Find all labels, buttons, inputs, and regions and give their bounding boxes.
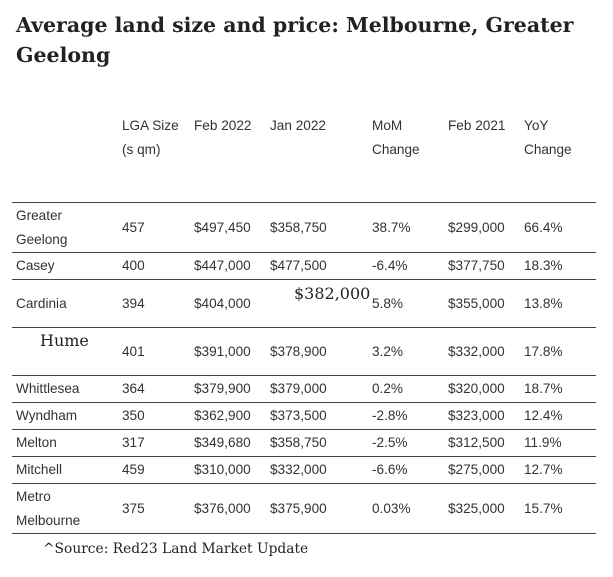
cell-mom: 38.7% bbox=[368, 202, 444, 253]
cell-feb-2022: $349,680 bbox=[190, 429, 266, 457]
cell-yoy: 12.7% bbox=[520, 456, 596, 484]
cell-lga: Metro Melbourne bbox=[12, 483, 118, 534]
cell-feb-2021: $275,000 bbox=[444, 456, 520, 484]
cell-jan-2022: $375,900 bbox=[266, 483, 368, 534]
cell-feb-2022: $497,450 bbox=[190, 202, 266, 253]
cell-feb-2022: $376,000 bbox=[190, 483, 266, 534]
cell-yoy: 15.7% bbox=[520, 483, 596, 534]
table-row: Casey 400 $447,000 $477,500 -6.4% $377,7… bbox=[12, 252, 596, 280]
cell-feb-2021: $332,000 bbox=[444, 327, 520, 376]
cell-lga: Cardinia bbox=[12, 279, 118, 328]
cell-jan-2022: $477,500 bbox=[266, 252, 368, 280]
cell-yoy: 17.8% bbox=[520, 327, 596, 376]
cell-lga: Melton bbox=[12, 429, 118, 457]
cell-jan-2022: $382,000 bbox=[294, 284, 371, 303]
cell-lga: Casey bbox=[12, 252, 118, 280]
cell-size: 457 bbox=[118, 202, 190, 253]
cell-size: 375 bbox=[118, 483, 190, 534]
cell-feb-2022: $362,900 bbox=[190, 402, 266, 430]
table-row: Melton 317 $349,680 $358,750 -2.5% $312,… bbox=[12, 429, 596, 457]
cell-feb-2021: $312,500 bbox=[444, 429, 520, 457]
cell-feb-2021: $299,000 bbox=[444, 202, 520, 253]
cell-feb-2021: $355,000 bbox=[444, 279, 520, 328]
cell-mom: 0.03% bbox=[368, 483, 444, 534]
cell-yoy: 66.4% bbox=[520, 202, 596, 253]
cell-jan-2022: $358,750 bbox=[266, 202, 368, 253]
cell-mom: -2.8% bbox=[368, 402, 444, 430]
cell-size: 401 bbox=[118, 327, 190, 376]
cell-mom: 0.2% bbox=[368, 375, 444, 403]
header-mom-change: MoM Change bbox=[368, 110, 444, 203]
cell-size: 394 bbox=[118, 279, 190, 328]
cell-mom: 3.2% bbox=[368, 327, 444, 376]
cell-jan-2022: $378,900 bbox=[266, 327, 368, 376]
cell-mom: -6.4% bbox=[368, 252, 444, 280]
table-row: Wyndham 350 $362,900 $373,500 -2.8% $323… bbox=[12, 402, 596, 430]
cell-lga: Whittlesea bbox=[12, 375, 118, 403]
header-lga bbox=[12, 110, 118, 203]
header-feb-2022: Feb 2022 bbox=[190, 110, 266, 203]
cell-mom: -6.6% bbox=[368, 456, 444, 484]
cell-size: 459 bbox=[118, 456, 190, 484]
cell-feb-2022: $310,000 bbox=[190, 456, 266, 484]
cell-jan-2022: $379,000 bbox=[266, 375, 368, 403]
table-header-row: LGA Size (s qm) Feb 2022 Jan 2022 MoM Ch… bbox=[12, 110, 596, 203]
cell-feb-2021: $320,000 bbox=[444, 375, 520, 403]
cell-size: 400 bbox=[118, 252, 190, 280]
table-row: Greater Geelong 457 $497,450 $358,750 38… bbox=[12, 202, 596, 253]
cell-feb-2022: $447,000 bbox=[190, 252, 266, 280]
source-note: ^Source: Red23 Land Market Update bbox=[43, 541, 309, 557]
cell-size: 350 bbox=[118, 402, 190, 430]
cell-lga: Greater Geelong bbox=[12, 202, 118, 253]
cell-feb-2021: $323,000 bbox=[444, 402, 520, 430]
table-row: Metro Melbourne 375 $376,000 $375,900 0.… bbox=[12, 483, 596, 534]
cell-mom: -2.5% bbox=[368, 429, 444, 457]
table-row: Whittlesea 364 $379,900 $379,000 0.2% $3… bbox=[12, 375, 596, 403]
cell-yoy: 11.9% bbox=[520, 429, 596, 457]
cell-feb-2021: $325,000 bbox=[444, 483, 520, 534]
cell-lga: Wyndham bbox=[12, 402, 118, 430]
table-row: Mitchell 459 $310,000 $332,000 -6.6% $27… bbox=[12, 456, 596, 484]
cell-mom: 5.8% bbox=[368, 279, 444, 328]
cell-jan-2022: $332,000 bbox=[266, 456, 368, 484]
cell-lga: Hume bbox=[40, 331, 89, 350]
header-feb-2021: Feb 2021 bbox=[444, 110, 520, 203]
cell-feb-2021: $377,750 bbox=[444, 252, 520, 280]
land-price-table: LGA Size (s qm) Feb 2022 Jan 2022 MoM Ch… bbox=[12, 110, 596, 534]
cell-yoy: 12.4% bbox=[520, 402, 596, 430]
table-row: Hume 401 $391,000 $378,900 3.2% $332,000… bbox=[12, 327, 596, 376]
page-title: Average land size and price: Melbourne, … bbox=[16, 13, 574, 67]
cell-size: 317 bbox=[118, 429, 190, 457]
cell-yoy: 13.8% bbox=[520, 279, 596, 328]
cell-size: 364 bbox=[118, 375, 190, 403]
cell-feb-2022: $391,000 bbox=[190, 327, 266, 376]
cell-jan-2022: $373,500 bbox=[266, 402, 368, 430]
cell-feb-2022: $404,000 bbox=[190, 279, 266, 328]
cell-jan-2022: $358,750 bbox=[266, 429, 368, 457]
header-lga-size: LGA Size (s qm) bbox=[118, 110, 190, 203]
cell-feb-2022: $379,900 bbox=[190, 375, 266, 403]
table-row: Cardinia 394 $404,000 $382,000 5.8% $355… bbox=[12, 279, 596, 328]
header-jan-2022: Jan 2022 bbox=[266, 110, 368, 203]
cell-yoy: 18.7% bbox=[520, 375, 596, 403]
cell-yoy: 18.3% bbox=[520, 252, 596, 280]
header-yoy-change: YoY Change bbox=[520, 110, 596, 203]
cell-lga: Mitchell bbox=[12, 456, 118, 484]
